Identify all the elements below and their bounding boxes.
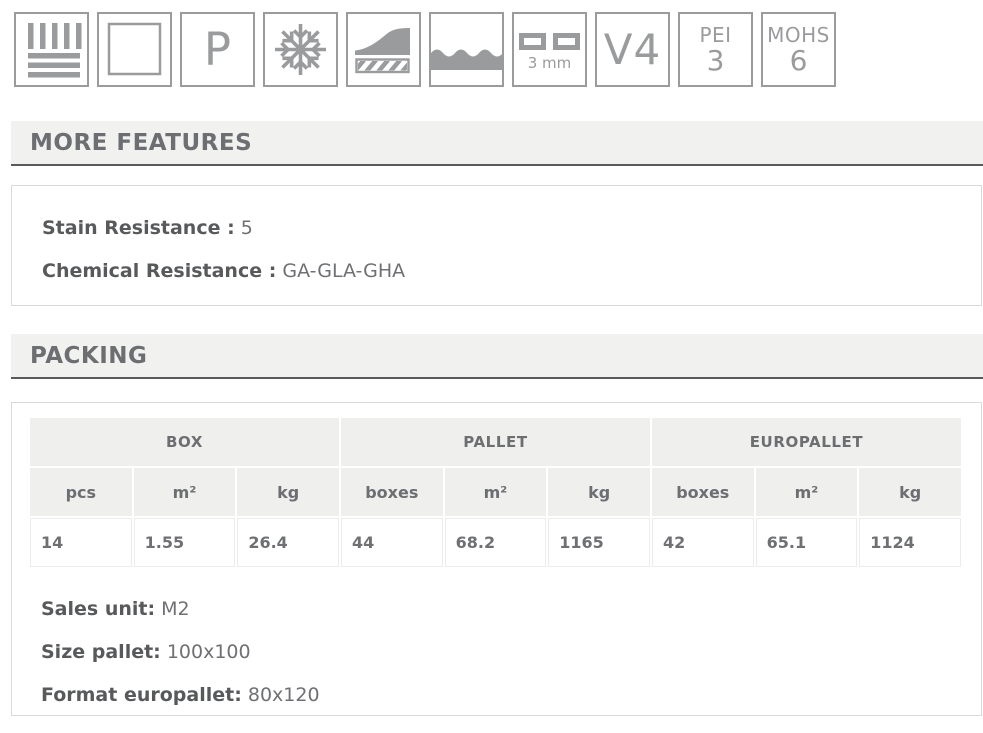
packing-table-columns-row: pcs m² kg boxes m² kg boxes m² kg xyxy=(30,468,961,516)
group-header-box: BOX xyxy=(30,418,339,466)
mohs-hardness-icon: MOHS 6 xyxy=(761,12,836,87)
cell-europallet-m2: 65.1 xyxy=(755,518,858,567)
format-europallet-value: 80x120 xyxy=(247,684,320,706)
stain-resistance-line: Stain Resistance : 5 xyxy=(42,216,951,240)
size-pallet-line: Size pallet: 100x100 xyxy=(41,639,981,665)
packing-header: PACKING xyxy=(11,334,983,379)
pei-label: PEI xyxy=(699,22,732,47)
frost-resistant-snowflake-icon xyxy=(263,12,338,87)
packing-title: PACKING xyxy=(30,342,148,369)
pei-rating-icon: PEI 3 xyxy=(678,12,753,87)
square-format-icon xyxy=(97,12,172,87)
sales-unit-value: M2 xyxy=(161,598,190,620)
col-header-pallet-boxes: boxes xyxy=(340,468,443,516)
cell-box-pcs: 14 xyxy=(30,518,132,567)
sales-unit-label: Sales unit: xyxy=(41,598,156,620)
cell-pallet-m2: 68.2 xyxy=(444,518,547,567)
col-header-europallet-kg: kg xyxy=(859,468,961,516)
sales-unit-line: Sales unit: M2 xyxy=(41,596,981,622)
shade-variation-text: V4 xyxy=(603,24,662,74)
col-header-box-kg: kg xyxy=(237,468,339,516)
more-features-header: MORE FEATURES xyxy=(11,121,983,166)
cell-europallet-kg: 1124 xyxy=(859,518,961,567)
letter-p-icon: P xyxy=(180,12,255,87)
col-header-pallet-m2: m² xyxy=(444,468,547,516)
structured-surface-wave-icon xyxy=(429,12,504,87)
size-pallet-value: 100x100 xyxy=(166,641,251,663)
stain-resistance-label: Stain Resistance : xyxy=(42,217,235,239)
letter-p-text: P xyxy=(203,23,232,76)
chemical-resistance-value: GA-GLA-GHA xyxy=(282,260,406,282)
more-features-title: MORE FEATURES xyxy=(30,129,253,156)
col-header-europallet-m2: m² xyxy=(755,468,858,516)
col-header-box-m2: m² xyxy=(133,468,236,516)
packing-table-group-row: BOX PALLET EUROPALLET xyxy=(30,418,961,466)
col-header-europallet-boxes: boxes xyxy=(651,468,754,516)
chemical-resistance-line: Chemical Resistance : GA-GLA-GHA xyxy=(42,259,951,283)
size-pallet-label: Size pallet: xyxy=(41,641,161,663)
format-europallet-line: Format europallet: 80x120 xyxy=(41,682,981,708)
mohs-label: MOHS xyxy=(767,22,830,47)
cell-europallet-boxes: 42 xyxy=(651,518,754,567)
packing-panel: BOX PALLET EUROPALLET pcs m² kg boxes m²… xyxy=(11,402,982,716)
joint-width-icon: 3 mm xyxy=(512,12,587,87)
cell-box-kg: 26.4 xyxy=(237,518,339,567)
format-europallet-label: Format europallet: xyxy=(41,684,242,706)
group-header-europallet: EUROPALLET xyxy=(651,418,961,466)
joint-tiles-shape xyxy=(519,33,580,50)
cell-pallet-kg: 1165 xyxy=(548,518,650,567)
pei-value: 3 xyxy=(706,43,725,77)
col-header-pallet-kg: kg xyxy=(548,468,650,516)
group-header-pallet: PALLET xyxy=(340,418,650,466)
packing-details: Sales unit: M2 Size pallet: 100x100 Form… xyxy=(41,596,981,708)
chemical-resistance-label: Chemical Resistance : xyxy=(42,260,277,282)
rectified-edge-profile-icon xyxy=(346,12,421,87)
wall-floor-tiles-icon xyxy=(14,12,89,87)
mohs-value: 6 xyxy=(789,43,808,77)
shade-variation-icon: V4 xyxy=(595,12,670,87)
cell-pallet-boxes: 44 xyxy=(340,518,443,567)
packing-table-data-row: 14 1.55 26.4 44 68.2 1165 42 65.1 1124 xyxy=(30,518,961,567)
cell-box-m2: 1.55 xyxy=(133,518,236,567)
spec-icon-strip: P xyxy=(14,12,836,87)
joint-width-label: 3 mm xyxy=(527,54,572,72)
stain-resistance-value: 5 xyxy=(240,217,253,239)
col-header-box-pcs: pcs xyxy=(30,468,132,516)
packing-table: BOX PALLET EUROPALLET pcs m² kg boxes m²… xyxy=(28,416,963,569)
more-features-panel: Stain Resistance : 5 Chemical Resistance… xyxy=(11,185,982,306)
